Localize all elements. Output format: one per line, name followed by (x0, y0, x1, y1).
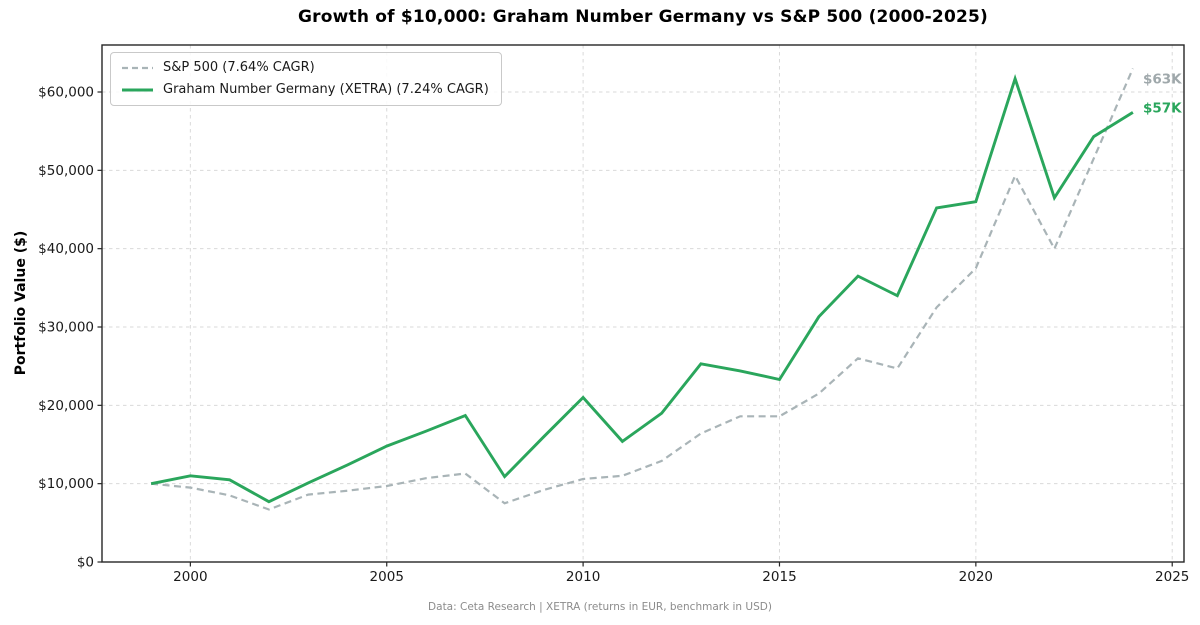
plot-border (101, 44, 1185, 563)
x-tick-label-2015: 2015 (762, 569, 796, 585)
legend-item-sp500: S&P 500 (7.64% CAGR) (121, 60, 489, 75)
series-line-graham (150, 74, 1134, 504)
x-tick-label-2025: 2025 (1155, 569, 1189, 585)
legend: S&P 500 (7.64% CAGR) Graham Number Germa… (110, 52, 502, 106)
legend-solid-line-icon (122, 88, 153, 91)
y-tick-label-0: $0 (77, 555, 94, 571)
y-tick-label-60000: $60,000 (38, 85, 94, 101)
y-tick-label-30000: $30,000 (38, 320, 94, 336)
legend-dashed-line-icon (122, 66, 153, 69)
y-tick-label-50000: $50,000 (38, 163, 94, 179)
y-tick-label-20000: $20,000 (38, 398, 94, 414)
end-label-63K: $63K (1143, 72, 1182, 88)
y-tick-label-40000: $40,000 (38, 241, 94, 257)
legend-label-sp500: S&P 500 (7.64% CAGR) (163, 60, 315, 75)
y-tick-label-10000: $10,000 (38, 476, 94, 492)
legend-item-graham: Graham Number Germany (XETRA) (7.24% CAG… (121, 82, 489, 97)
x-tick-label-2020: 2020 (959, 569, 993, 585)
data-source-caption: Data: Ceta Research | XETRA (returns in … (428, 601, 772, 613)
y-axis-label: Portfolio Value ($) (13, 230, 29, 376)
end-label-57K: $57K (1143, 100, 1182, 116)
chart-title: Growth of $10,000: Graham Number Germany… (297, 7, 989, 27)
legend-label-graham: Graham Number Germany (XETRA) (7.24% CAG… (163, 82, 489, 97)
series-line-sp500 (150, 68, 1134, 511)
x-tick-label-2010: 2010 (566, 569, 600, 585)
x-tick-label-2005: 2005 (370, 569, 404, 585)
x-tick-label-2000: 2000 (173, 569, 207, 585)
